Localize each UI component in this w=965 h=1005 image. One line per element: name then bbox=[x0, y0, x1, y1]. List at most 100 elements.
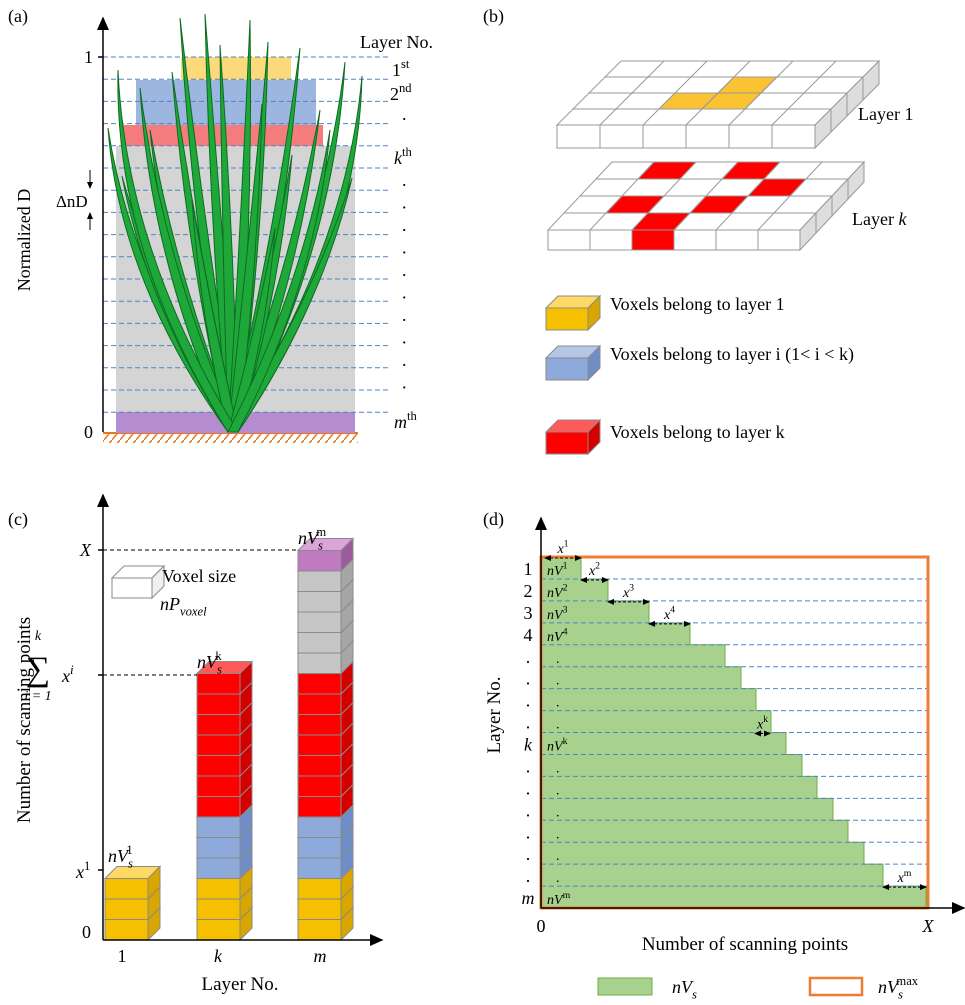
text-part: k bbox=[563, 736, 568, 747]
grid-front bbox=[631, 229, 675, 251]
grid-front bbox=[589, 229, 633, 251]
row-label: . bbox=[526, 691, 531, 711]
text-part: x bbox=[556, 542, 564, 557]
sum-upper: k bbox=[35, 629, 42, 644]
grid-front bbox=[642, 124, 687, 149]
legend-swatch bbox=[597, 977, 653, 996]
text-part: i bbox=[70, 662, 74, 677]
text-part: m bbox=[904, 868, 912, 879]
row-value: nV2 bbox=[547, 583, 568, 601]
cube-front bbox=[297, 673, 342, 695]
cube-front bbox=[545, 307, 589, 331]
legend-swatch bbox=[808, 976, 864, 997]
yellow-band bbox=[181, 57, 291, 80]
grid-front bbox=[715, 229, 759, 251]
grid-front bbox=[547, 229, 591, 251]
grid-front bbox=[757, 229, 801, 251]
increment-label: x2 bbox=[588, 561, 600, 579]
x-tick-label: k bbox=[214, 946, 223, 966]
tick-label: 0 bbox=[82, 922, 91, 942]
cube-front bbox=[111, 577, 153, 599]
row-value: nVm bbox=[547, 890, 571, 908]
row-label: 3 bbox=[524, 603, 533, 623]
panel-label: (c) bbox=[8, 509, 28, 530]
text-part: s bbox=[692, 987, 697, 1000]
tick-label: X bbox=[79, 540, 92, 560]
text-part: 4 bbox=[563, 627, 568, 638]
row-value: nV3 bbox=[547, 605, 568, 623]
text-part: max bbox=[896, 974, 918, 988]
increment-label: xk bbox=[756, 714, 768, 732]
layer-label: mth bbox=[394, 409, 417, 432]
row-label: . bbox=[526, 800, 531, 820]
column-label: nVs1 bbox=[108, 843, 133, 871]
text-part: k bbox=[394, 148, 403, 168]
row-label: m bbox=[522, 888, 535, 908]
text-part: nV bbox=[197, 652, 219, 672]
text-part: nV bbox=[547, 586, 564, 601]
cube-front bbox=[297, 550, 342, 572]
text-part: x bbox=[897, 871, 905, 886]
panel-label: (b) bbox=[483, 6, 504, 27]
row-value: . bbox=[556, 805, 560, 820]
cube-front bbox=[196, 857, 241, 879]
text-part: nV bbox=[672, 977, 694, 997]
text-part: Layer bbox=[852, 209, 898, 229]
text-part: s bbox=[898, 987, 903, 1000]
voxel-size: Voxel size bbox=[162, 566, 236, 586]
column-label: nVsk bbox=[197, 649, 222, 677]
cube-front bbox=[297, 755, 342, 777]
x-tick-label: 1 bbox=[118, 946, 127, 966]
row-value: . bbox=[556, 696, 560, 711]
cube-front bbox=[196, 878, 241, 900]
cube-front bbox=[196, 898, 241, 920]
text-part: st bbox=[401, 57, 410, 71]
sum-symbol: ∑ bbox=[26, 651, 50, 688]
text-part: 1 bbox=[126, 843, 132, 857]
cube-front bbox=[297, 857, 342, 879]
row-label: 4 bbox=[524, 625, 533, 645]
increment-label: x4 bbox=[663, 605, 675, 623]
dot: . bbox=[402, 305, 407, 325]
text-part: 4 bbox=[670, 605, 675, 616]
text-part: x bbox=[756, 718, 764, 733]
increment-label: x1 bbox=[556, 539, 568, 557]
legend-text: nVsmax bbox=[878, 974, 919, 1000]
row-value: nV4 bbox=[547, 627, 568, 645]
layer-label: 2nd bbox=[390, 81, 412, 104]
delta-label: ΔnD bbox=[56, 192, 88, 211]
cube-front bbox=[297, 816, 342, 838]
cube-front bbox=[297, 837, 342, 859]
cube-front bbox=[196, 755, 241, 777]
grid-front bbox=[556, 124, 601, 149]
tick-label: 1 bbox=[84, 47, 93, 67]
text-part: nV bbox=[298, 528, 320, 548]
voxel-param: nPvoxel bbox=[160, 594, 207, 618]
cube-front bbox=[196, 693, 241, 715]
grid-front bbox=[771, 124, 816, 149]
row-value: . bbox=[556, 871, 560, 886]
row-label: k bbox=[524, 735, 533, 755]
text-part: m bbox=[316, 525, 326, 539]
text-part: nV bbox=[547, 893, 564, 908]
sum-term: xi bbox=[61, 662, 74, 686]
cube-front bbox=[196, 816, 241, 838]
text-part: nd bbox=[399, 81, 412, 95]
grid-front bbox=[673, 229, 717, 251]
cube-front bbox=[196, 919, 241, 941]
column-label: nVsm bbox=[298, 525, 326, 553]
text-part: 2 bbox=[563, 583, 568, 594]
row-value: . bbox=[556, 849, 560, 864]
row-value: . bbox=[556, 718, 560, 733]
dot: . bbox=[402, 350, 407, 370]
grid-side bbox=[847, 160, 865, 201]
text-part: 2 bbox=[595, 561, 600, 572]
cube-front bbox=[196, 775, 241, 797]
text-part: th bbox=[407, 409, 417, 423]
axis-label: Layer No. bbox=[484, 676, 505, 753]
text-part: s bbox=[128, 856, 133, 870]
leaf bbox=[117, 69, 239, 433]
blue-band bbox=[136, 80, 316, 125]
text-part: th bbox=[402, 145, 412, 159]
